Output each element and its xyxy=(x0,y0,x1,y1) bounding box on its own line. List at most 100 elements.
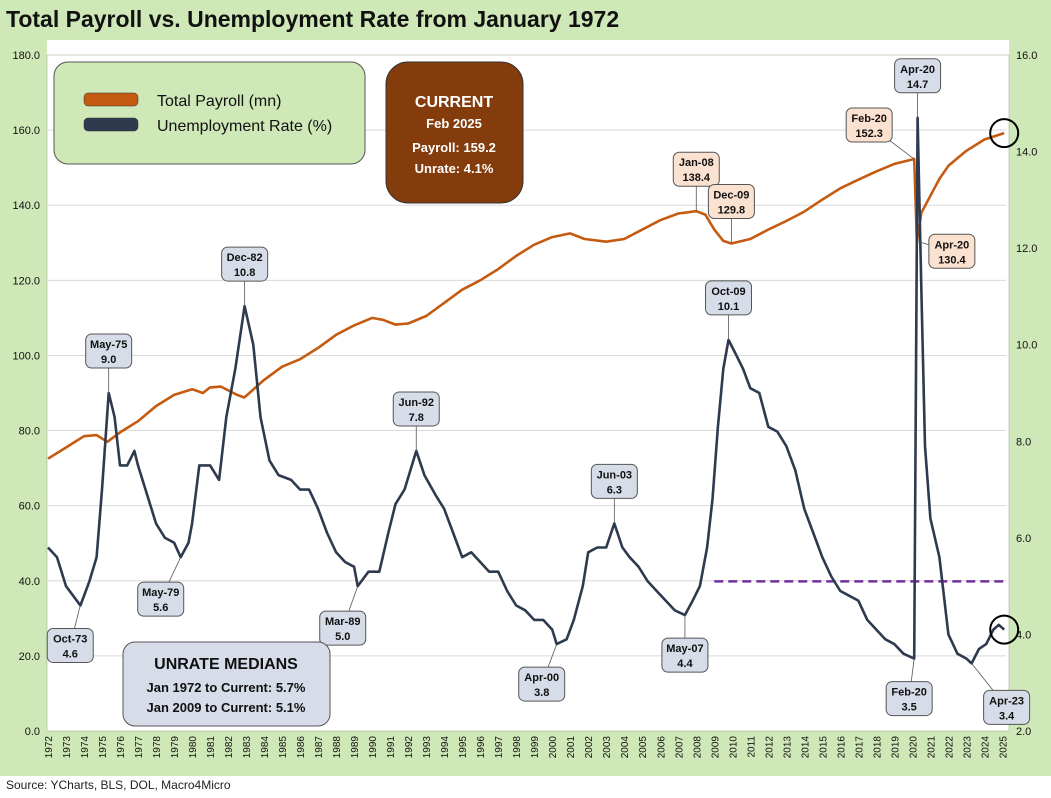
legend-swatch-payroll xyxy=(83,92,139,107)
x-tick-label: 1977 xyxy=(134,736,145,759)
callout-value: 9.0 xyxy=(101,354,116,366)
callout-date: Jun-03 xyxy=(597,469,632,481)
callout-box xyxy=(661,637,709,673)
callout-value: 152.3 xyxy=(855,128,883,140)
y-right-tick-label: 12.0 xyxy=(1016,243,1037,255)
x-tick-label: 1997 xyxy=(494,736,505,759)
x-tick-label: 2016 xyxy=(836,736,847,759)
x-tick-label: 2010 xyxy=(728,736,739,759)
callout-value: 7.8 xyxy=(409,412,424,424)
x-tick-label: 1973 xyxy=(62,736,73,759)
current-box-date: Feb 2025 xyxy=(426,116,482,131)
x-tick-label: 2015 xyxy=(818,736,829,759)
y-right-tick-label: 2.0 xyxy=(1016,726,1031,738)
callout-value: 130.4 xyxy=(938,254,966,266)
callout-box xyxy=(137,581,185,617)
y-right-tick-label: 6.0 xyxy=(1016,533,1031,545)
x-tick-label: 1972 xyxy=(44,736,55,759)
x-tick-label: 1985 xyxy=(278,736,289,759)
x-tick-label: 1986 xyxy=(296,736,307,759)
x-tick-label: 2000 xyxy=(548,736,559,759)
x-tick-label: 1981 xyxy=(206,736,217,759)
callout-box xyxy=(85,333,133,369)
callout-date: Jun-92 xyxy=(399,397,434,409)
x-tick-label: 1974 xyxy=(80,736,91,759)
callout-box xyxy=(845,107,893,143)
y-left-tick-label: 60.0 xyxy=(19,501,40,513)
y-left-tick-label: 20.0 xyxy=(19,651,40,663)
callout-value: 3.4 xyxy=(999,710,1015,722)
callout-date: Dec-82 xyxy=(227,252,263,264)
x-tick-label: 2019 xyxy=(890,736,901,759)
medians-box-heading: UNRATE MEDIANS xyxy=(154,656,298,673)
y-right-tick-label: 14.0 xyxy=(1016,147,1037,159)
x-tick-label: 2014 xyxy=(800,736,811,759)
current-box-unrate: Unrate: 4.1% xyxy=(415,161,494,176)
x-tick-label: 1989 xyxy=(350,736,361,759)
legend-swatch-unrate xyxy=(83,117,139,132)
callout-box xyxy=(928,233,976,269)
callout-date: May-75 xyxy=(90,339,127,351)
y-left-tick-label: 180.0 xyxy=(12,50,40,62)
legend-box xyxy=(53,61,366,165)
callout-date: Apr-20 xyxy=(934,239,969,251)
callout-box xyxy=(983,689,1031,725)
x-tick-label: 2003 xyxy=(602,736,613,759)
callout-box xyxy=(705,280,753,316)
callout-box xyxy=(46,627,94,663)
x-tick-label: 2001 xyxy=(566,736,577,759)
callout-box xyxy=(672,151,720,187)
series-group xyxy=(47,116,1020,665)
callout-date: Oct-73 xyxy=(53,633,87,645)
callout-date: Jan-08 xyxy=(679,157,714,169)
callout-value: 10.8 xyxy=(234,267,255,279)
x-tick-label: 1988 xyxy=(332,736,343,759)
callout-date: Apr-00 xyxy=(524,672,559,684)
x-tick-label: 1984 xyxy=(260,736,271,759)
x-tick-label: 2005 xyxy=(638,736,649,759)
callout-date: May-79 xyxy=(142,587,179,599)
current-highlight-circle xyxy=(989,118,1020,149)
callout-value: 138.4 xyxy=(683,172,711,184)
x-tick-label: 1987 xyxy=(314,736,325,759)
x-tick-label: 1983 xyxy=(242,736,253,759)
x-tick-label: 2021 xyxy=(926,736,937,759)
y-right-tick-label: 10.0 xyxy=(1016,340,1037,352)
callout-date: Mar-89 xyxy=(325,616,360,628)
callout-value: 4.4 xyxy=(677,658,693,670)
x-tick-label: 2004 xyxy=(620,736,631,759)
x-tick-label: 2008 xyxy=(692,736,703,759)
x-tick-label: 1991 xyxy=(386,736,397,759)
callout-box xyxy=(319,610,367,646)
x-tick-label: 2011 xyxy=(746,736,757,758)
callout-date: Apr-23 xyxy=(989,695,1024,707)
callout-value: 3.8 xyxy=(534,687,549,699)
x-tick-label: 2022 xyxy=(944,736,955,759)
current-box-heading: CURRENT xyxy=(415,94,493,111)
callout-value: 10.1 xyxy=(718,301,739,313)
x-tick-label: 1976 xyxy=(116,736,127,759)
x-tick-label: 2007 xyxy=(674,736,685,759)
x-tick-label: 2023 xyxy=(962,736,973,759)
callout-date: May-07 xyxy=(666,643,703,655)
x-tick-label: 2006 xyxy=(656,736,667,759)
x-tick-label: 2002 xyxy=(584,736,595,759)
x-tick-label: 1995 xyxy=(458,736,469,759)
y-left-tick-label: 120.0 xyxy=(12,275,40,287)
callout-date: Dec-09 xyxy=(713,190,749,202)
x-tick-label: 2018 xyxy=(872,736,883,759)
x-tick-label: 2017 xyxy=(854,736,865,759)
y-right-tick-label: 4.0 xyxy=(1016,629,1031,641)
x-tick-label: 2024 xyxy=(980,736,991,759)
callout-date: Feb-20 xyxy=(891,687,926,699)
x-tick-label: 1998 xyxy=(512,736,523,759)
x-tick-label: 1994 xyxy=(440,736,451,759)
callout-value: 6.3 xyxy=(607,484,622,496)
plot-area xyxy=(46,54,1010,732)
callout-value: 14.7 xyxy=(907,79,928,91)
callout-value: 5.6 xyxy=(153,602,168,614)
callouts-group: May-75 9.0 Oct-73 4.6 May-79 5.6 Dec-82 10.8 Mar… xyxy=(46,58,1031,725)
x-tick-label: 2013 xyxy=(782,736,793,759)
y-left-tick-label: 80.0 xyxy=(19,426,40,438)
